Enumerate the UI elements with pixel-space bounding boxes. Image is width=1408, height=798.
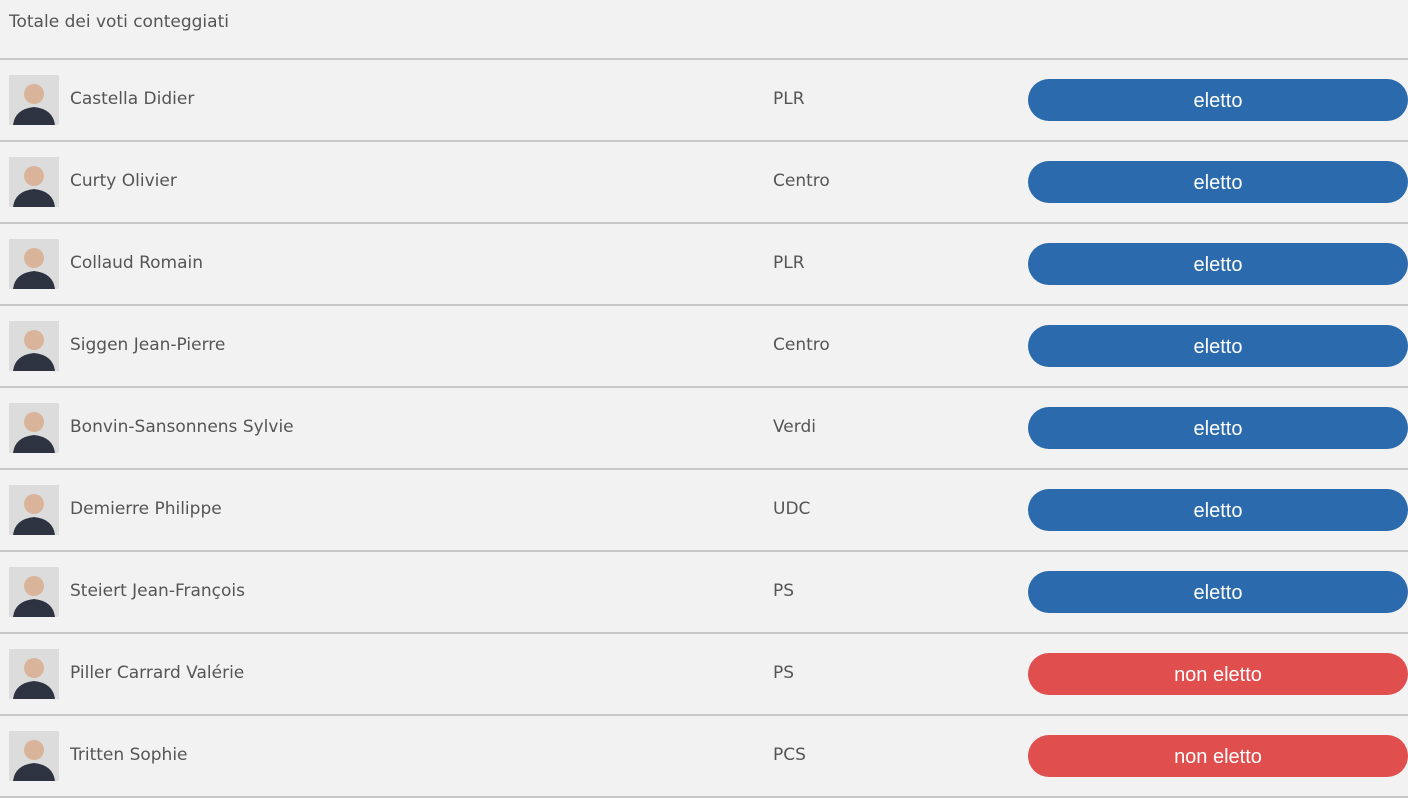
avatar-body — [13, 517, 55, 535]
status-badge: eletto — [1028, 243, 1408, 285]
avatar-head — [24, 576, 44, 596]
avatar-body — [13, 599, 55, 617]
status-badge: eletto — [1028, 161, 1408, 203]
candidate-photo — [9, 157, 59, 207]
candidate-party: Centro — [773, 335, 830, 355]
status-badge: non eletto — [1028, 735, 1408, 777]
status-badge: eletto — [1028, 489, 1408, 531]
candidate-party: PLR — [773, 253, 805, 273]
status-badge: non eletto — [1028, 653, 1408, 695]
candidate-party: PCS — [773, 745, 806, 765]
candidate-party: UDC — [773, 499, 811, 519]
header-title: Totale dei voti conteggiati — [9, 12, 229, 32]
candidate-photo — [9, 75, 59, 125]
candidate-photo — [9, 567, 59, 617]
candidate-row: Curty Olivier Centro eletto — [0, 142, 1408, 224]
avatar-body — [13, 763, 55, 781]
candidate-name: Castella Didier — [70, 89, 195, 109]
candidate-photo — [9, 485, 59, 535]
candidate-photo — [9, 649, 59, 699]
candidate-name: Bonvin-Sansonnens Sylvie — [70, 417, 294, 437]
avatar-head — [24, 658, 44, 678]
candidate-party: Verdi — [773, 417, 816, 437]
candidate-name: Steiert Jean-François — [70, 581, 246, 601]
candidate-name: Tritten Sophie — [70, 745, 188, 765]
candidate-party: PLR — [773, 89, 805, 109]
candidate-name: Siggen Jean-Pierre — [70, 335, 226, 355]
candidate-photo — [9, 239, 59, 289]
candidate-party: Centro — [773, 171, 830, 191]
candidate-name: Demierre Philippe — [70, 499, 222, 519]
status-badge: eletto — [1028, 571, 1408, 613]
candidate-row: Piller Carrard Valérie PS non eletto — [0, 634, 1408, 716]
candidate-row: Steiert Jean-François PS eletto — [0, 552, 1408, 634]
candidate-row: Siggen Jean-Pierre Centro eletto — [0, 306, 1408, 388]
candidate-row: Tritten Sophie PCS non eletto — [0, 716, 1408, 798]
avatar-head — [24, 412, 44, 432]
avatar-body — [13, 107, 55, 125]
status-badge: eletto — [1028, 79, 1408, 121]
status-badge: eletto — [1028, 407, 1408, 449]
candidate-photo — [9, 731, 59, 781]
avatar-head — [24, 84, 44, 104]
avatar-body — [13, 271, 55, 289]
candidate-photo — [9, 321, 59, 371]
avatar-body — [13, 189, 55, 207]
avatar-body — [13, 681, 55, 699]
candidate-row: Collaud Romain PLR eletto — [0, 224, 1408, 306]
status-badge: eletto — [1028, 325, 1408, 367]
candidate-photo — [9, 403, 59, 453]
divider — [0, 58, 1408, 60]
candidate-name: Piller Carrard Valérie — [70, 663, 245, 683]
avatar-head — [24, 494, 44, 514]
candidate-row: Demierre Philippe UDC eletto — [0, 470, 1408, 552]
avatar-head — [24, 740, 44, 760]
candidate-row: Bonvin-Sansonnens Sylvie Verdi eletto — [0, 388, 1408, 470]
avatar-head — [24, 166, 44, 186]
avatar-body — [13, 353, 55, 371]
candidate-name: Curty Olivier — [70, 171, 177, 191]
avatar-head — [24, 330, 44, 350]
candidate-name: Collaud Romain — [70, 253, 204, 273]
avatar-body — [13, 435, 55, 453]
avatar-head — [24, 248, 44, 268]
candidate-party: PS — [773, 581, 795, 601]
candidate-row: Castella Didier PLR eletto — [0, 60, 1408, 142]
candidate-party: PS — [773, 663, 795, 683]
